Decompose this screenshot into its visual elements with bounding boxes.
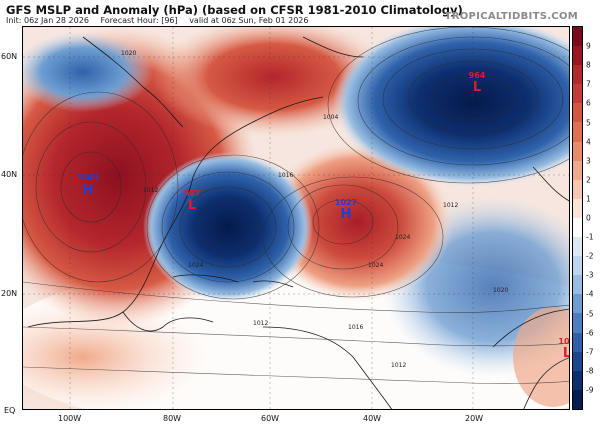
colorbar-tick-label: -8	[586, 366, 594, 376]
isobar-label: 1020	[493, 287, 508, 294]
isobar-label: 1016	[278, 172, 293, 179]
colorbar-tick-label: -3	[586, 270, 594, 280]
isobar-label: 1012	[253, 320, 268, 327]
colorbar-tick-label: -7	[586, 347, 594, 357]
colorbar-segment	[573, 237, 582, 257]
colorbar-tick-label: 6	[586, 98, 591, 108]
isobar-label: 1020	[121, 50, 136, 57]
colorbar-segment	[573, 141, 582, 161]
colorbar-segment	[573, 256, 582, 276]
colorbar-tick-label: -4	[586, 289, 594, 299]
graticule	[23, 27, 569, 409]
colorbar-segment	[573, 217, 582, 238]
coastlines	[27, 36, 569, 409]
isobar-labels: 1020 1012 1016 1004 1024 1024 1016 1012 …	[121, 50, 508, 369]
high-1027-value: 1027	[335, 198, 357, 207]
low-edge-marker: L	[563, 346, 570, 361]
colorbar-tick-label: 9	[586, 41, 591, 51]
high-1043-marker: H	[83, 183, 94, 198]
isobar-label: 1012	[391, 362, 406, 369]
lat-label-eq: EQ	[4, 406, 16, 415]
isobar-label: 1012	[443, 202, 458, 209]
isobar-label: 1024	[188, 262, 203, 269]
lat-label-60n: 60N	[1, 52, 18, 61]
colorbar-segment	[573, 179, 582, 199]
low-edge-value: 10	[558, 337, 570, 346]
colorbar-segment	[573, 389, 582, 409]
colorbar-segment	[573, 160, 582, 180]
cold-anomaly-low-987	[143, 152, 313, 302]
valid-time: valid at 06z Sun, Feb 01 2026	[189, 16, 309, 25]
lat-label-20n: 20N	[1, 289, 18, 298]
colorbar-tick-label: -2	[586, 251, 594, 261]
high-1027-marker: H	[341, 207, 352, 222]
map-panel: 1020 1012 1016 1004 1024 1024 1016 1012 …	[22, 26, 570, 410]
lon-label-40w: 40W	[363, 414, 382, 423]
colorbar-segment	[573, 294, 582, 314]
colorbar-tick-label: 7	[586, 79, 591, 89]
anomaly-colorbar	[572, 26, 583, 410]
colorbar-tick-label: 3	[586, 156, 591, 166]
colorbar-segment	[573, 275, 582, 295]
colorbar-tick-label: 5	[586, 118, 591, 127]
low-964-marker: L	[473, 80, 481, 95]
colorbar-tick-label: 4	[586, 137, 591, 147]
colorbar-segment	[573, 27, 582, 47]
colorbar-segment	[573, 332, 582, 352]
colorbar-segment	[573, 103, 582, 123]
lon-label-60w: 60W	[261, 414, 280, 423]
lon-label-20w: 20W	[465, 414, 484, 423]
colorbar-tick-label: 1	[586, 194, 591, 204]
isobar-label: 1016	[348, 324, 363, 331]
low-964-value: 964	[469, 71, 486, 80]
low-987-marker: L	[188, 198, 196, 213]
colorbar-segment	[573, 198, 582, 218]
isobars	[23, 27, 569, 384]
high-1043-value: 1043	[77, 173, 99, 182]
colorbar-tick-label: -5	[586, 309, 594, 318]
colorbar-segment	[573, 122, 582, 142]
colorbar-segment	[573, 370, 582, 390]
low-987-value: 987	[184, 189, 201, 198]
map-title: GFS MSLP and Anomaly (hPa) (based on CFS…	[6, 3, 463, 17]
pressure-centers: 1043 H 987 L 1027 H 964 L 10 L	[77, 71, 570, 361]
isobar-label: 1004	[323, 114, 338, 121]
colorbar-tick-label: 0	[586, 213, 591, 223]
colorbar-tick-label: -6	[586, 328, 594, 338]
isobar-label: 1024	[395, 234, 410, 241]
colorbar-tick-label: 2	[586, 175, 591, 185]
lon-label-80w: 80W	[163, 414, 182, 423]
init-time: Init: 06z Jan 28 2026	[6, 16, 89, 25]
lon-label-100w: 100W	[58, 414, 82, 423]
lat-label-40n: 40N	[1, 170, 18, 179]
colorbar-tick-label: -1	[586, 232, 594, 242]
forecast-hour: Forecast Hour: [96]	[100, 16, 178, 25]
cold-anomaly-low-964	[333, 27, 569, 187]
colorbar-tick-label: -9	[586, 385, 594, 395]
mslp-anomaly-map: 1020 1012 1016 1004 1024 1024 1016 1012 …	[23, 27, 570, 409]
colorbar-segment	[573, 65, 582, 85]
colorbar-segment	[573, 46, 582, 66]
map-subtitle: Init: 06z Jan 28 2026 Forecast Hour: [96…	[6, 16, 318, 25]
isobar-label: 1024	[368, 262, 383, 269]
brand-watermark: TROPICALTIDBITS.COM	[444, 11, 578, 22]
warm-anomaly-central	[263, 142, 453, 302]
colorbar-segment	[573, 313, 582, 333]
colorbar-segment	[573, 84, 582, 104]
colorbar-segment	[573, 351, 582, 371]
isobar-label: 1012	[143, 187, 158, 194]
colorbar-tick-label: 8	[586, 60, 591, 70]
